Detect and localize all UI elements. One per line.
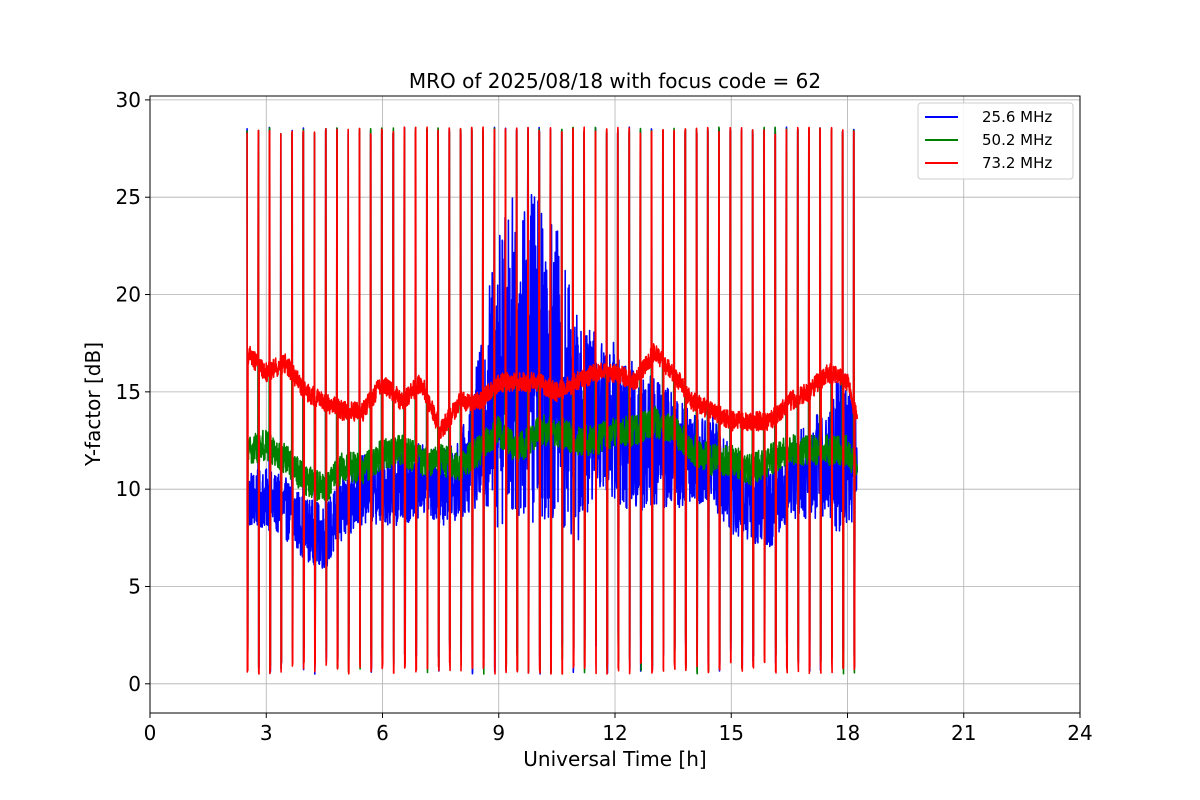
legend-frame	[917, 102, 1074, 180]
y-tick-label: 10	[116, 477, 141, 501]
series-layer	[246, 126, 858, 675]
legend-label-25-6: 25.6 MHz	[982, 108, 1052, 126]
y-axis-label: Y-factor [dB]	[81, 342, 105, 467]
x-axis-label: Universal Time [h]	[523, 747, 706, 771]
x-tick-label: 24	[1067, 721, 1092, 745]
legend-label-50-2: 50.2 MHz	[982, 131, 1052, 149]
x-tick-label: 21	[951, 721, 976, 745]
x-tick-label: 15	[719, 721, 744, 745]
x-tick-label: 3	[260, 721, 273, 745]
y-tick-label: 30	[116, 88, 141, 112]
legend-label-73-2: 73.2 MHz	[982, 154, 1052, 172]
x-tick-label: 0	[144, 721, 157, 745]
x-tick-label: 9	[492, 721, 505, 745]
chart-title: MRO of 2025/08/18 with focus code = 62	[409, 69, 821, 93]
x-tick-label: 12	[602, 721, 627, 745]
y-tick-label: 25	[116, 185, 141, 209]
y-tick-label: 15	[116, 380, 141, 404]
y-tick-label: 20	[116, 283, 141, 307]
axis-ticks: 0 3 6 9 12 15 18 21 24 0 5 10 15 20 25 30	[116, 88, 1093, 745]
y-tick-label: 5	[128, 574, 141, 598]
x-tick-label: 18	[835, 721, 860, 745]
x-tick-label: 6	[376, 721, 389, 745]
series-line-73-2-mhz	[246, 126, 858, 675]
legend: 25.6 MHz 50.2 MHz 73.2 MHz	[917, 102, 1074, 180]
y-tick-label: 0	[128, 672, 141, 696]
